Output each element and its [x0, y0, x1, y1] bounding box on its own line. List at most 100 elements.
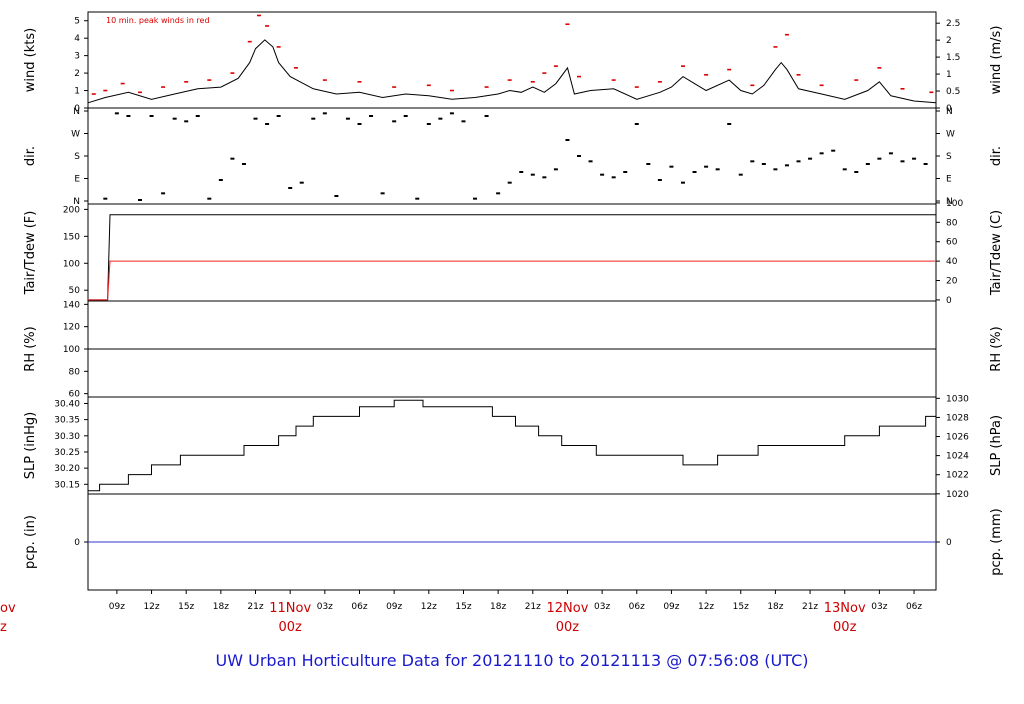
y-tick-label-right: 1022	[946, 471, 969, 481]
direction-mark	[415, 197, 420, 200]
day-label-time: 00z	[556, 620, 580, 635]
peak-wind-mark	[276, 46, 281, 48]
direction-mark	[888, 152, 893, 155]
chart-panels: wind (kts) wind (m/s)01234500.511.522.510…	[23, 11, 1004, 591]
y-tick-label-right: 1	[946, 70, 952, 80]
direction-mark	[565, 139, 570, 141]
x-tick-label: 18z	[767, 602, 783, 612]
y-tick-label: S	[74, 152, 80, 162]
peak-wind-mark	[507, 79, 512, 81]
direction-mark	[680, 181, 685, 184]
direction-mark	[322, 112, 327, 115]
peak-wind-mark	[161, 86, 166, 88]
x-tick-label: 12z	[421, 602, 437, 612]
direction-mark	[796, 160, 801, 163]
x-tick-label: 03z	[594, 602, 610, 612]
panel-dir: dir. dir. N N E E S S W W N N	[23, 107, 1004, 207]
y-tick-label-right: N	[946, 197, 953, 207]
y-axis-label-right: pcp. (mm)	[989, 508, 1004, 575]
y-tick-label-right: N	[946, 107, 953, 117]
y-tick-label: 50	[69, 286, 81, 296]
peak-wind-mark	[704, 74, 709, 76]
direction-mark	[715, 168, 720, 171]
y-tick-label: 140	[63, 300, 80, 310]
y-axis-label-left: SLP (inHg)	[23, 412, 38, 480]
direction-mark	[172, 117, 177, 120]
x-tick-label: 21z	[247, 602, 263, 612]
direction-mark	[761, 163, 766, 165]
panel-tair: Tair/Tdew (F) Tair/Tdew (C) 50 100 150 200 0 20…	[23, 199, 1004, 306]
direction-mark	[577, 155, 582, 157]
direction-mark	[704, 165, 709, 168]
x-tick-label: 03z	[871, 602, 887, 612]
direction-mark	[738, 173, 743, 176]
panel-rh: RH (%) RH (%) 60 80 100 120 140	[23, 300, 1004, 399]
direction-mark	[750, 160, 755, 163]
y-tick-label-right: 0	[946, 296, 952, 306]
y-tick-label: 30.15	[54, 480, 80, 490]
x-tick-label: 09z	[109, 602, 125, 612]
direction-mark	[923, 163, 928, 165]
peak-wind-mark	[392, 86, 397, 88]
peak-wind-mark	[322, 79, 327, 81]
y-tick-label-right: E	[946, 175, 952, 185]
direction-mark	[865, 163, 870, 165]
direction-mark	[137, 199, 142, 201]
direction-mark	[831, 149, 836, 152]
direction-mark	[588, 160, 593, 163]
x-tick-label: 09z	[663, 602, 679, 612]
peak-wind-mark	[357, 81, 362, 83]
direction-mark	[669, 165, 674, 168]
panel-frame	[87, 11, 937, 109]
y-tick-label: 80	[69, 367, 81, 377]
y-tick-label: 60	[69, 390, 81, 400]
y-tick-label-right: 1.5	[946, 53, 960, 63]
x-tick-label: 06z	[906, 602, 922, 612]
peak-wind-mark	[265, 25, 270, 27]
x-tick-label: 12z	[698, 602, 714, 612]
direction-mark	[854, 171, 859, 173]
y-tick-label: 0	[74, 104, 80, 114]
peak-wind-mark	[256, 14, 261, 17]
peak-wind-mark	[657, 81, 662, 83]
direction-mark	[600, 173, 605, 176]
y-axis-label-left: wind (kts)	[23, 28, 38, 92]
y-axis-label-left: dir.	[23, 146, 38, 166]
direction-mark	[877, 157, 882, 160]
direction-mark	[114, 112, 119, 115]
y-tick-label: 5	[74, 17, 80, 27]
direction-mark	[842, 168, 847, 171]
y-tick-label-right: 40	[946, 257, 958, 267]
y-tick-label: 30.30	[54, 432, 80, 442]
y-tick-label: 200	[63, 205, 80, 215]
x-tick-label: 09z	[386, 602, 402, 612]
y-tick-label-right: 100	[946, 199, 963, 209]
y-tick-label-right: 0.5	[946, 87, 960, 97]
direction-mark	[426, 123, 431, 125]
direction-mark	[241, 163, 246, 165]
panel-slp: SLP (inHg) SLP (hPa) 30.15 30.20 30.25 30.30 3…	[23, 394, 1004, 499]
direction-mark	[507, 181, 512, 184]
peak-wind-mark	[230, 72, 235, 74]
x-tick-label: 03z	[317, 602, 333, 612]
x-tick-label: 06z	[629, 602, 645, 612]
y-tick-label: 3	[74, 52, 80, 62]
direction-mark	[553, 168, 558, 171]
x-tick-label: 21z	[802, 602, 818, 612]
peak-wind-mark	[426, 84, 431, 87]
direction-mark	[461, 120, 466, 123]
panel-frame	[87, 203, 937, 302]
y-axis-label-right: SLP (hPa)	[989, 415, 1004, 476]
y-tick-label: 0	[74, 538, 80, 548]
series-line-tair-0	[88, 214, 936, 301]
y-tick-label: 30.40	[54, 399, 80, 409]
y-axis-label-left: Tair/Tdew (F)	[23, 211, 38, 296]
y-tick-label-right: W	[946, 130, 955, 140]
series-line-slp-0	[88, 399, 936, 492]
x-tick-label: 15z	[178, 602, 194, 612]
peak-wind-mark	[611, 79, 616, 81]
peak-wind-mark	[91, 93, 96, 95]
peak-wind-mark	[634, 86, 639, 88]
series-line-tair-1	[88, 260, 936, 301]
x-tick-label: 12z	[143, 602, 159, 612]
